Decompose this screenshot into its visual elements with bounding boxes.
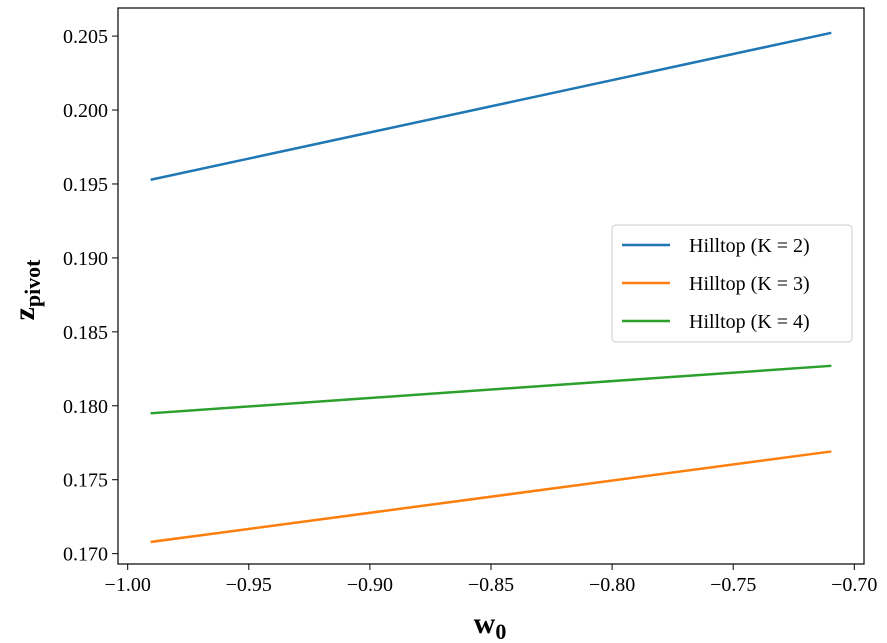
x-tick-label: −1.00	[105, 574, 151, 596]
x-axis: −1.00 −0.95 −0.90 −0.85 −0.80 −0.75 −0.70	[105, 564, 877, 596]
legend-label: Hilltop (K = 4)	[689, 311, 810, 333]
series-line-k2	[150, 31, 832, 181]
y-axis-label-subscript: pivot	[20, 259, 45, 307]
y-tick-label: 0.185	[63, 322, 108, 344]
y-axis-label-base: z	[8, 307, 41, 320]
y-axis: 0.170 0.175 0.180 0.185 0.190 0.195 0.200 0.205	[63, 26, 118, 566]
x-tick-label: −0.70	[831, 574, 877, 596]
x-axis-label-base: w	[474, 607, 496, 640]
x-tick-label: −0.75	[710, 574, 756, 596]
x-axis-label: w0	[474, 607, 507, 643]
y-tick-label: 0.170	[63, 544, 108, 566]
y-axis-label: zpivot	[8, 259, 45, 321]
series-layer	[150, 31, 832, 544]
y-tick-label: 0.205	[63, 26, 108, 48]
legend-box	[611, 224, 853, 343]
series-line-k4	[150, 364, 832, 415]
y-tick-label: 0.180	[63, 396, 108, 418]
x-axis-label-subscript: 0	[495, 619, 506, 643]
series-line-k3	[150, 450, 832, 544]
legend: Hilltop (K = 2) Hilltop (K = 3) Hilltop (K…	[611, 224, 853, 343]
y-tick-label: 0.190	[63, 248, 108, 270]
y-tick-label: 0.200	[63, 100, 108, 122]
legend-label: Hilltop (K = 2)	[689, 235, 810, 257]
x-tick-label: −0.80	[589, 574, 635, 596]
legend-label: Hilltop (K = 3)	[689, 273, 810, 295]
x-tick-label: −0.85	[468, 574, 514, 596]
y-tick-label: 0.175	[63, 470, 108, 492]
y-tick-label: 0.195	[63, 174, 108, 196]
x-tick-label: −0.95	[226, 574, 272, 596]
x-tick-label: −0.90	[347, 574, 393, 596]
